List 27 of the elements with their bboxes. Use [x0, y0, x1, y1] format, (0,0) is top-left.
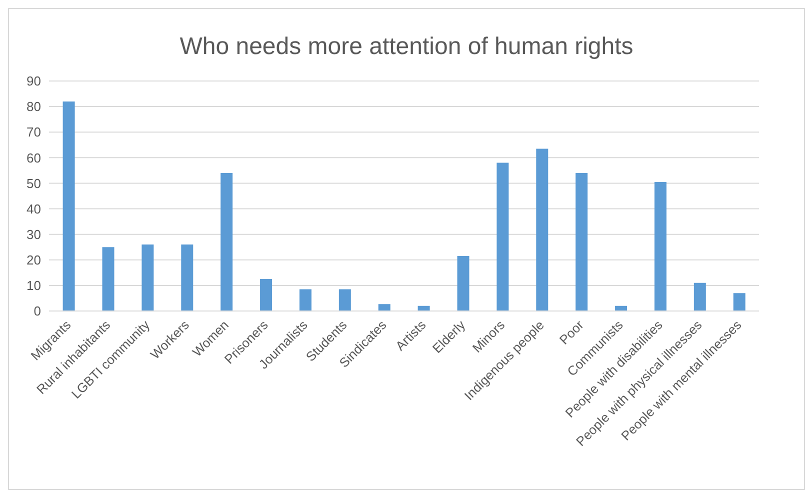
y-tick-label: 20: [26, 252, 41, 268]
bar: [260, 279, 272, 311]
bar: [142, 244, 154, 311]
y-tick-label: 30: [26, 226, 41, 242]
bar: [536, 148, 548, 311]
bar: [576, 173, 588, 311]
y-tick-label: 10: [26, 278, 41, 294]
bar: [378, 304, 390, 311]
y-tick-label: 0: [34, 304, 41, 319]
y-tick-label: 60: [26, 150, 41, 166]
bar: [654, 182, 666, 311]
y-tick-label: 50: [26, 176, 41, 191]
bar: [338, 289, 351, 311]
y-tick-label: 40: [26, 201, 41, 216]
bar: [62, 101, 75, 311]
y-tick-label: 80: [26, 99, 41, 114]
bar: [733, 293, 746, 311]
bar: [694, 282, 706, 311]
bar: [220, 173, 233, 311]
bar: [181, 244, 194, 311]
bar: [496, 162, 509, 311]
bar: [457, 256, 470, 311]
bar: [299, 289, 312, 311]
chart-title: Who needs more attention of human rights: [178, 33, 634, 61]
y-tick-label: 70: [26, 124, 41, 140]
y-tick-label: 90: [26, 74, 41, 89]
bar: [102, 247, 114, 311]
